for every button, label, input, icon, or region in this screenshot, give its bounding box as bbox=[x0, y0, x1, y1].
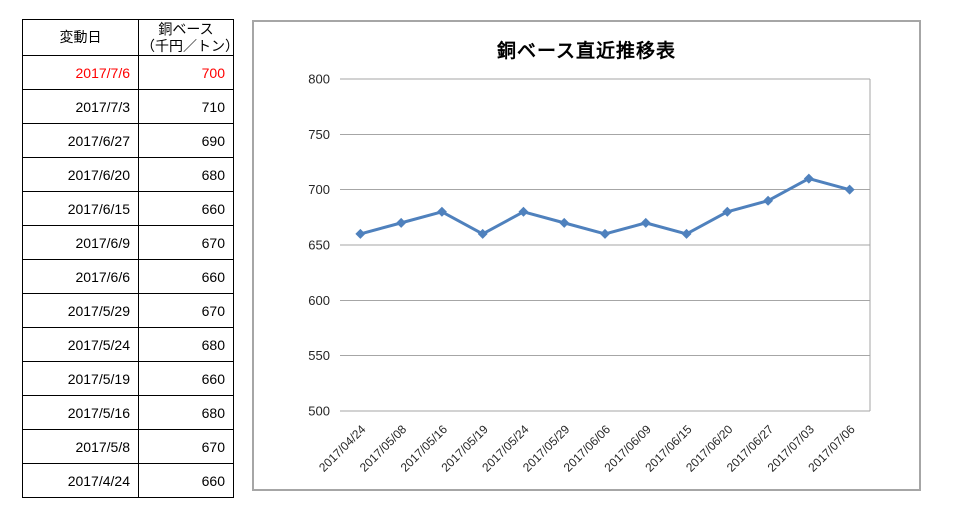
date-cell: 2017/5/16 bbox=[22, 395, 139, 430]
data-point-marker bbox=[396, 217, 407, 228]
date-cell: 2017/5/29 bbox=[22, 293, 139, 328]
table-row: 2017/5/16 680 bbox=[22, 395, 234, 430]
date-cell: 2017/5/8 bbox=[22, 429, 139, 464]
date-cell: 2017/6/27 bbox=[22, 123, 139, 158]
series-line bbox=[358, 177, 852, 236]
date-cell: 2017/6/9 bbox=[22, 225, 139, 260]
date-cell: 2017/5/24 bbox=[22, 327, 139, 362]
table-row: 2017/6/9 670 bbox=[22, 225, 234, 260]
data-point-marker bbox=[436, 206, 447, 217]
date-cell: 2017/6/15 bbox=[22, 191, 139, 226]
line-chart: 500 550 600 650 700 750 800 2017/04/24 2017/05/0… bbox=[252, 20, 921, 491]
data-point-marker bbox=[355, 228, 366, 239]
table-row: 2017/5/8 670 bbox=[22, 429, 234, 464]
table-row: 2017/6/27 690 bbox=[22, 123, 234, 158]
value-cell: 670 bbox=[138, 429, 234, 464]
data-point-marker bbox=[640, 217, 651, 228]
value-cell: 670 bbox=[138, 293, 234, 328]
y-tick-label: 550 bbox=[308, 348, 330, 363]
y-tick-label: 700 bbox=[308, 182, 330, 197]
col-header-price-line1: 銅ベース bbox=[158, 21, 214, 38]
data-point-marker bbox=[844, 184, 855, 195]
y-tick-label: 500 bbox=[308, 404, 330, 419]
value-cell: 680 bbox=[138, 327, 234, 362]
col-header-date: 変動日 bbox=[22, 19, 139, 56]
value-cell: 660 bbox=[138, 463, 234, 498]
table-row: 2017/4/24 660 bbox=[22, 463, 234, 498]
price-table: 変動日 銅ベース （千円／トン） 2017/7/6 700 2017/7/3 710 2… bbox=[22, 19, 234, 498]
line-chart-plot: 5005506006507007508002017/04/242017/05/0… bbox=[308, 72, 871, 475]
col-header-price-line2: （千円／トン） bbox=[141, 37, 234, 54]
value-cell: 660 bbox=[138, 361, 234, 396]
data-point-marker bbox=[722, 206, 733, 217]
col-header-price: 銅ベース （千円／トン） bbox=[138, 19, 234, 56]
value-cell: 670 bbox=[138, 225, 234, 260]
data-point-marker bbox=[559, 217, 570, 228]
value-cell: 680 bbox=[138, 157, 234, 192]
date-cell: 2017/7/6 bbox=[22, 55, 139, 90]
data-point-marker bbox=[681, 228, 692, 239]
date-cell: 2017/5/19 bbox=[22, 361, 139, 396]
data-point-marker bbox=[763, 195, 774, 206]
data-point-marker bbox=[518, 206, 529, 217]
table-row: 2017/6/6 660 bbox=[22, 259, 234, 294]
y-tick-label: 800 bbox=[308, 72, 330, 87]
value-cell: 660 bbox=[138, 259, 234, 294]
table-row: 2017/7/3 710 bbox=[22, 89, 234, 124]
table-row: 2017/5/19 660 bbox=[22, 361, 234, 396]
date-cell: 2017/7/3 bbox=[22, 89, 139, 124]
y-tick-label: 750 bbox=[308, 127, 330, 142]
table-row: 2017/6/15 660 bbox=[22, 191, 234, 226]
value-cell: 710 bbox=[138, 89, 234, 124]
value-cell: 660 bbox=[138, 191, 234, 226]
table-row: 2017/5/24 680 bbox=[22, 327, 234, 362]
date-cell: 2017/6/6 bbox=[22, 259, 139, 294]
table-row: 2017/5/29 670 bbox=[22, 293, 234, 328]
table-row: 2017/7/6 700 bbox=[22, 55, 234, 90]
data-point-marker bbox=[803, 173, 814, 184]
data-point-marker bbox=[600, 228, 610, 239]
value-cell: 700 bbox=[138, 55, 234, 90]
value-cell: 680 bbox=[138, 395, 234, 430]
value-cell: 690 bbox=[138, 123, 234, 158]
y-tick-label: 600 bbox=[308, 293, 330, 308]
table-header-row: 変動日 銅ベース （千円／トン） bbox=[22, 19, 234, 56]
data-point-marker bbox=[477, 228, 488, 239]
table-row: 2017/6/20 680 bbox=[22, 157, 234, 192]
chart-title: 銅ベース直近推移表 bbox=[496, 41, 677, 62]
date-cell: 2017/6/20 bbox=[22, 157, 139, 192]
date-cell: 2017/4/24 bbox=[22, 463, 139, 498]
y-tick-label: 650 bbox=[308, 238, 330, 253]
